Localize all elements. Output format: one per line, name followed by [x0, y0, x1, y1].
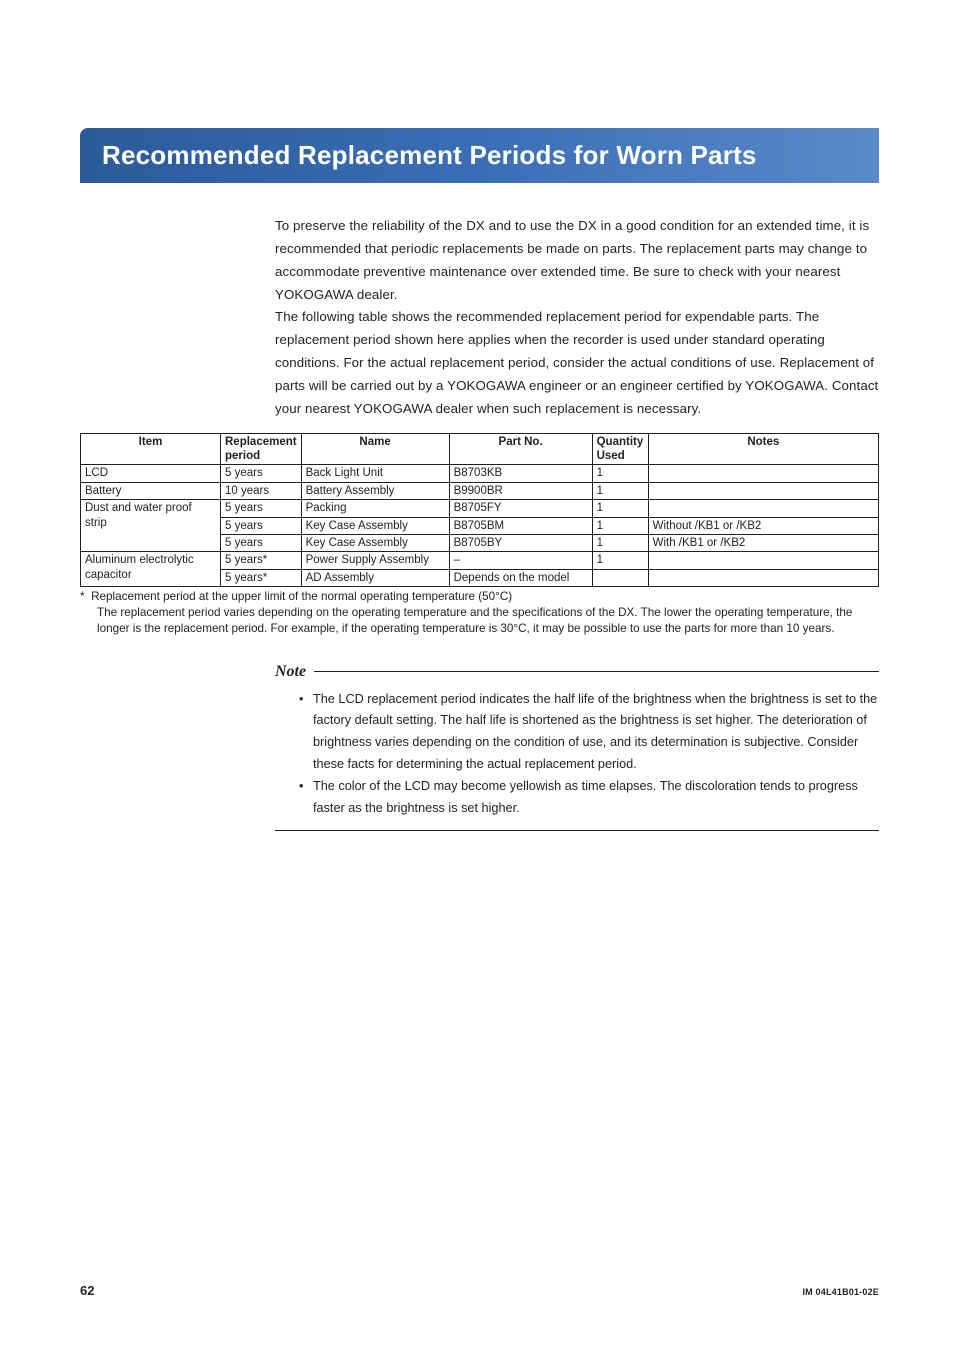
footnote-line1: Replacement period at the upper limit of…: [91, 590, 512, 603]
note-item: • The color of the LCD may become yellow…: [299, 776, 879, 820]
intro-p2: The following table shows the recommende…: [275, 309, 878, 415]
intro-p1: To preserve the reliability of the DX an…: [275, 218, 869, 302]
intro-paragraphs: To preserve the reliability of the DX an…: [275, 215, 879, 421]
note-item: • The LCD replacement period indicates t…: [299, 689, 879, 776]
parts-table: Item Replacement period Name Part No. Qu…: [80, 433, 879, 587]
table-header-row: Item Replacement period Name Part No. Qu…: [81, 433, 879, 465]
cell-part: B8705FY: [449, 500, 592, 517]
cell-notes: [648, 500, 878, 517]
note-text: The color of the LCD may become yellowis…: [313, 776, 879, 820]
cell-qty: 1: [592, 500, 648, 517]
cell-period: 5 years: [221, 465, 302, 482]
table-body: LCD5 yearsBack Light UnitB8703KB1Battery…: [81, 465, 879, 587]
page-footer: 62 IM 04L41B01-02E: [80, 1283, 879, 1298]
cell-notes: [648, 465, 878, 482]
cell-notes: [648, 552, 878, 569]
cell-name: Key Case Assembly: [301, 517, 449, 534]
cell-period: 5 years*: [221, 552, 302, 569]
cell-name: Power Supply Assembly: [301, 552, 449, 569]
table-row: LCD5 yearsBack Light UnitB8703KB1: [81, 465, 879, 482]
cell-qty: 1: [592, 482, 648, 499]
footnote-marker: *: [80, 590, 85, 603]
note-header: Note: [275, 663, 879, 681]
table-row: Aluminum electrolytic capacitor5 years*P…: [81, 552, 879, 569]
cell-period: 5 years*: [221, 569, 302, 586]
table-row: Battery10 yearsBattery AssemblyB9900BR1: [81, 482, 879, 499]
note-list: • The LCD replacement period indicates t…: [275, 689, 879, 820]
cell-qty: 1: [592, 552, 648, 569]
cell-qty: 1: [592, 534, 648, 551]
footnote-line2: The replacement period varies depending …: [97, 606, 852, 635]
cell-qty: 1: [592, 465, 648, 482]
cell-name: Key Case Assembly: [301, 534, 449, 551]
bullet-icon: •: [299, 689, 313, 776]
cell-name: Battery Assembly: [301, 482, 449, 499]
cell-period: 5 years: [221, 534, 302, 551]
th-name: Name: [301, 433, 449, 465]
cell-item: LCD: [81, 465, 221, 482]
th-item: Item: [81, 433, 221, 465]
doc-id: IM 04L41B01-02E: [802, 1287, 879, 1297]
th-qty: Quantity Used: [592, 433, 648, 465]
section-title: Recommended Replacement Periods for Worn…: [102, 140, 757, 170]
table-row: Dust and water proof strip5 yearsPacking…: [81, 500, 879, 517]
cell-qty: 1: [592, 517, 648, 534]
page-number: 62: [80, 1283, 94, 1298]
bullet-icon: •: [299, 776, 313, 820]
cell-part: B8705BM: [449, 517, 592, 534]
th-notes: Notes: [648, 433, 878, 465]
cell-notes: Without /KB1 or /KB2: [648, 517, 878, 534]
cell-notes: [648, 569, 878, 586]
cell-item: Dust and water proof strip: [81, 500, 221, 552]
cell-name: Back Light Unit: [301, 465, 449, 482]
cell-period: 5 years: [221, 517, 302, 534]
cell-part: B9900BR: [449, 482, 592, 499]
cell-name: AD Assembly: [301, 569, 449, 586]
note-header-rule: [314, 671, 879, 672]
note-bottom-rule: [275, 830, 879, 831]
cell-notes: With /KB1 or /KB2: [648, 534, 878, 551]
th-part: Part No.: [449, 433, 592, 465]
cell-period: 10 years: [221, 482, 302, 499]
note-section: Note • The LCD replacement period indica…: [275, 663, 879, 831]
cell-period: 5 years: [221, 500, 302, 517]
cell-qty: [592, 569, 648, 586]
cell-name: Packing: [301, 500, 449, 517]
th-period: Replacement period: [221, 433, 302, 465]
cell-item: Aluminum electrolytic capacitor: [81, 552, 221, 587]
cell-item: Battery: [81, 482, 221, 499]
note-label: Note: [275, 663, 314, 681]
cell-part: –: [449, 552, 592, 569]
cell-notes: [648, 482, 878, 499]
cell-part: Depends on the model: [449, 569, 592, 586]
footnote: * Replacement period at the upper limit …: [80, 589, 879, 636]
cell-part: B8705BY: [449, 534, 592, 551]
note-text: The LCD replacement period indicates the…: [313, 689, 879, 776]
cell-part: B8703KB: [449, 465, 592, 482]
section-title-bar: Recommended Replacement Periods for Worn…: [80, 128, 879, 183]
